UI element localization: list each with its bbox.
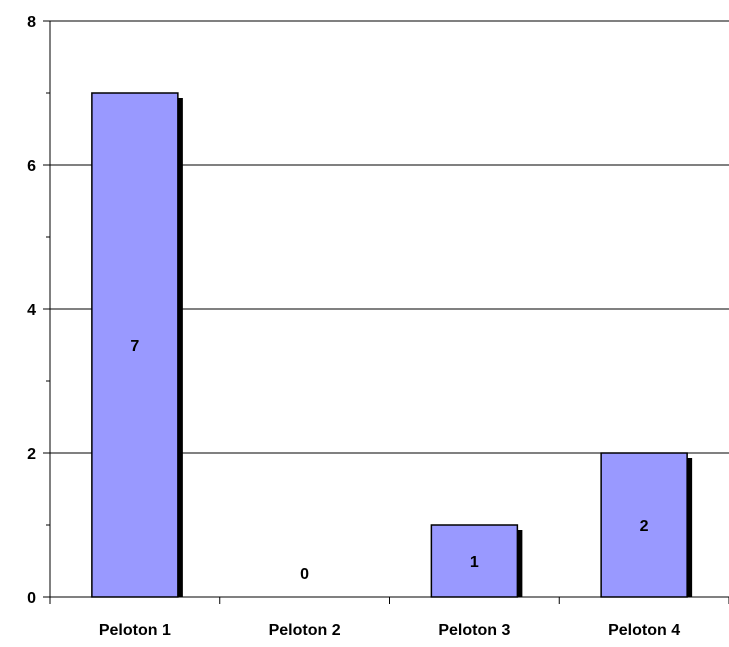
y-tick-label-8: 8 [27, 14, 36, 31]
bar-1 [91, 92, 179, 598]
bar-3 [430, 524, 519, 598]
y-tick-label-2: 2 [27, 446, 36, 463]
bars [91, 92, 693, 598]
data-label-4: 2 [640, 518, 649, 535]
x-tick-label-2: Peloton 2 [269, 622, 341, 639]
x-tick-label-4: Peloton 4 [608, 622, 680, 639]
y-tick-label-6: 6 [27, 158, 36, 175]
data-label-1: 7 [130, 338, 139, 355]
labels: 0 2 4 6 8 7 Peloton 1 0 Peloton 2 1 Peloton 3 2 Pelo… [27, 14, 680, 639]
y-tick-label-0: 0 [27, 590, 36, 607]
x-tick-label-3: Peloton 3 [438, 622, 510, 639]
data-label-3: 1 [470, 554, 479, 571]
y-tick-label-4: 4 [27, 302, 36, 319]
bar-4 [600, 452, 688, 598]
data-label-2: 0 [300, 566, 309, 583]
x-tick-label-1: Peloton 1 [99, 622, 171, 639]
